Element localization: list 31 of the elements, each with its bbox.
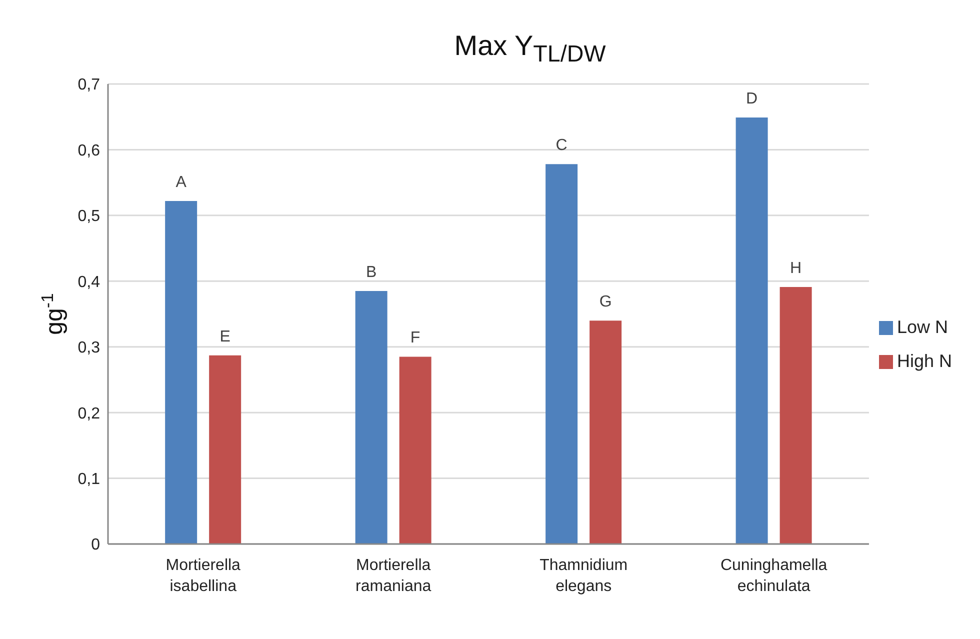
bar [209, 355, 242, 544]
y-tick-label: 0,7 [78, 76, 100, 94]
data-label: E [220, 328, 230, 346]
bar [780, 287, 812, 544]
x-tick-label: Mortierella ramaniana [356, 557, 432, 595]
chart-title: Max Y$_{TL/DW}$ [453, 30, 607, 69]
x-tick-label: Cuninghamella echinulata [720, 557, 828, 595]
data-label: A [176, 174, 187, 191]
data-label: C [556, 137, 568, 154]
bar [399, 356, 432, 544]
y-tick-label: 0,5 [78, 208, 100, 226]
data-label: F [410, 330, 420, 347]
y-tick-label: 0,6 [78, 142, 100, 160]
data-label: G [599, 294, 612, 311]
x-tick-label: Mortierella isabellina [166, 557, 241, 595]
bar [355, 291, 388, 544]
y-tick-label: 0,2 [78, 405, 100, 422]
bar [590, 320, 622, 544]
y-tick-label: 0 [91, 536, 100, 554]
legend-label: Low N [896, 317, 948, 337]
data-label: H [790, 260, 802, 278]
bar [165, 200, 198, 544]
data-label: D [746, 90, 758, 108]
y-tick-label: 0,3 [78, 340, 100, 357]
data-label: B [366, 264, 377, 281]
x-tick-label: Thamnidium elegans [540, 557, 628, 595]
y-tick-label: 0,4 [78, 274, 100, 291]
bar [736, 118, 768, 544]
legend-label: High N [896, 351, 952, 371]
y-tick-label: 0,1 [78, 470, 100, 488]
bar [546, 164, 578, 544]
